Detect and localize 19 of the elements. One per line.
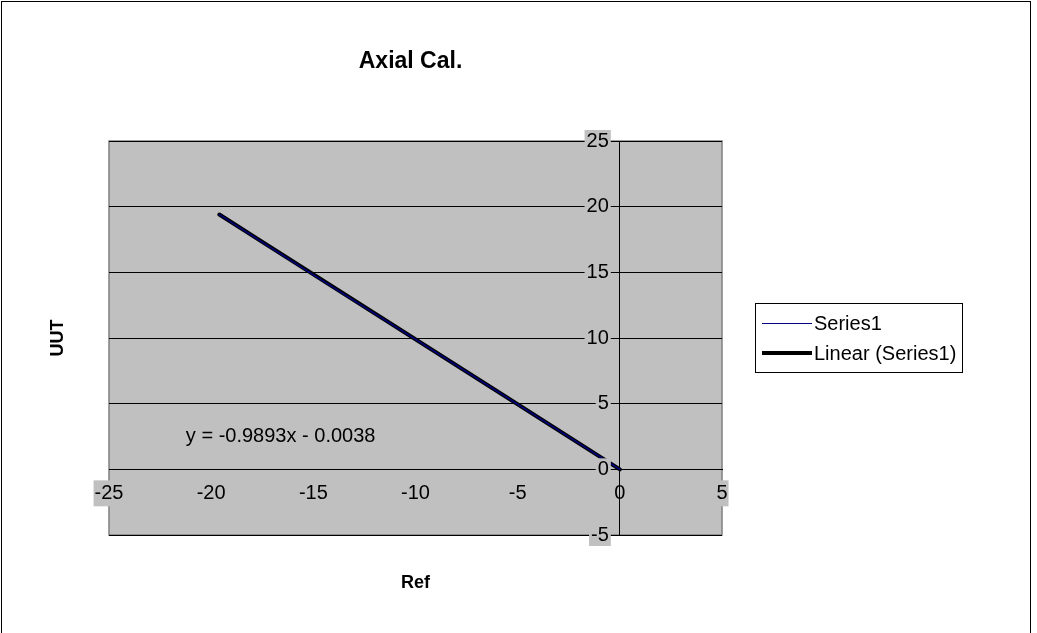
y-axis-title: UUT — [46, 319, 67, 357]
x-tick-label: 5 — [716, 480, 728, 503]
y-tick-label: 5 — [597, 391, 609, 414]
y-tick-label: 25 — [586, 128, 609, 151]
x-axis-title: Ref — [400, 571, 431, 592]
y-tick-label: 20 — [586, 194, 609, 217]
legend-label: Series1 — [814, 311, 882, 335]
y-tick-label: -5 — [591, 522, 609, 545]
y-tick-label: 10 — [586, 325, 609, 348]
legend-label: Linear (Series1) — [814, 341, 957, 365]
x-tick-label: -5 — [508, 480, 527, 503]
x-tick-label: -25 — [94, 480, 124, 503]
x-tick-label: -20 — [196, 480, 226, 503]
chart-title: Axial Cal. — [358, 47, 463, 74]
x-tick-label: -10 — [401, 480, 430, 503]
annotation: y = -0.9893x - 0.0038 — [185, 424, 376, 447]
y-tick-label: 0 — [597, 456, 609, 479]
y-tick-label: 15 — [586, 259, 609, 282]
x-tick-label: -15 — [298, 480, 328, 503]
